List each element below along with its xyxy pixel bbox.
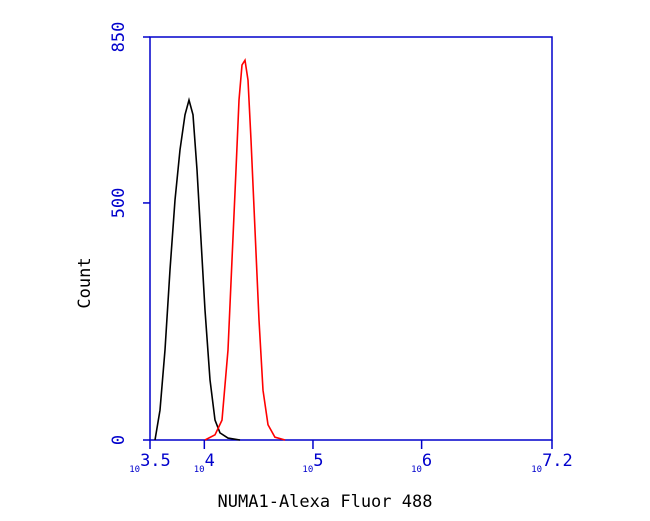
x-tick-label: 104 <box>194 451 215 475</box>
plot-frame <box>149 36 553 441</box>
histogram-line <box>204 57 286 441</box>
y-tick-label: 850 <box>109 22 129 53</box>
x-tick-label: 106 <box>411 451 432 475</box>
x-tick-label: 103.5 <box>129 451 171 475</box>
x-tick-label: 107.2 <box>531 451 573 475</box>
y-tick-label: 0 <box>109 435 129 445</box>
x-axis-label: NUMA1-Alexa Fluor 488 <box>218 492 433 512</box>
x-tick-label: 105 <box>302 451 323 475</box>
y-tick-label: 500 <box>109 188 129 219</box>
y-axis-label: Count <box>75 257 95 308</box>
histogram-line <box>154 97 241 441</box>
